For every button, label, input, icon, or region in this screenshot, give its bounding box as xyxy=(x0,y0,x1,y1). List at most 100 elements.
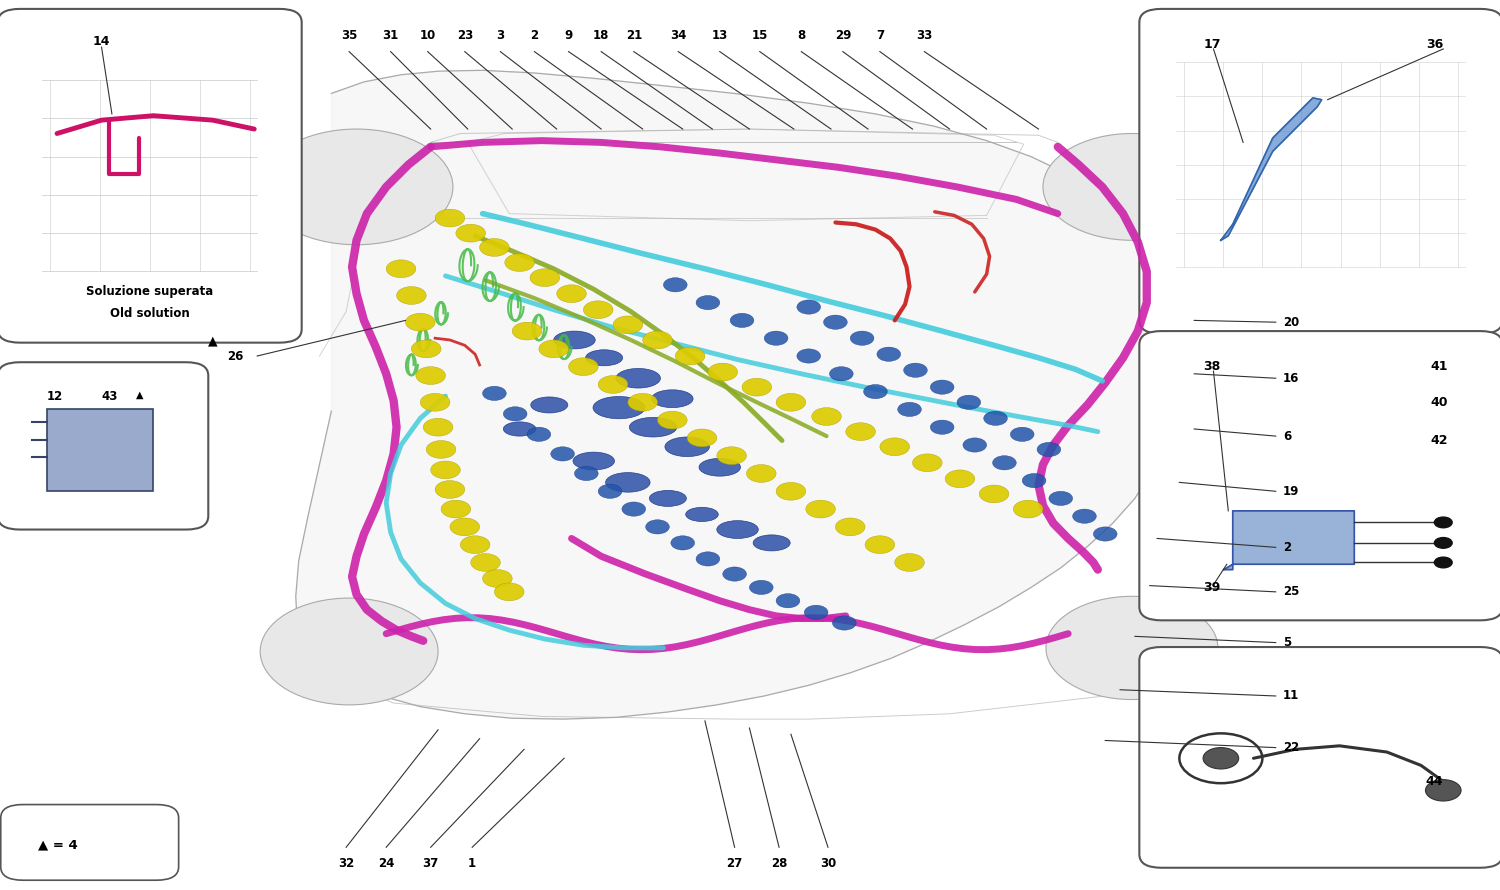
Circle shape xyxy=(897,402,921,417)
Circle shape xyxy=(260,129,453,245)
Text: 37: 37 xyxy=(423,857,439,870)
Circle shape xyxy=(670,536,694,550)
Circle shape xyxy=(411,340,441,358)
Circle shape xyxy=(1048,491,1072,506)
Circle shape xyxy=(824,315,848,329)
Circle shape xyxy=(483,386,507,400)
Circle shape xyxy=(894,554,924,571)
Circle shape xyxy=(1014,500,1042,518)
Circle shape xyxy=(480,239,508,256)
Circle shape xyxy=(806,500,836,518)
Circle shape xyxy=(984,411,1008,425)
Circle shape xyxy=(804,605,828,619)
Ellipse shape xyxy=(554,331,596,349)
Circle shape xyxy=(1046,596,1218,700)
Text: ▲ = 4: ▲ = 4 xyxy=(38,838,78,851)
Text: 33: 33 xyxy=(916,29,933,42)
Circle shape xyxy=(526,427,550,441)
Circle shape xyxy=(730,313,754,328)
Text: 9: 9 xyxy=(564,29,573,42)
FancyBboxPatch shape xyxy=(0,805,178,880)
Text: 12: 12 xyxy=(46,391,63,403)
Text: 36: 36 xyxy=(1426,38,1443,51)
Circle shape xyxy=(1094,527,1118,541)
Circle shape xyxy=(747,465,776,482)
Text: 30: 30 xyxy=(821,857,836,870)
Circle shape xyxy=(405,313,435,331)
Circle shape xyxy=(846,423,876,441)
Circle shape xyxy=(574,466,598,481)
Text: 18: 18 xyxy=(592,29,609,42)
Text: 3: 3 xyxy=(496,29,504,42)
Polygon shape xyxy=(296,70,1179,719)
Ellipse shape xyxy=(717,521,759,538)
Circle shape xyxy=(1434,557,1452,568)
Text: 38: 38 xyxy=(1203,360,1221,373)
Text: 25: 25 xyxy=(1282,586,1299,598)
Circle shape xyxy=(750,580,772,595)
Circle shape xyxy=(903,363,927,377)
Text: ▲: ▲ xyxy=(135,390,142,400)
Circle shape xyxy=(850,331,874,345)
Circle shape xyxy=(708,363,738,381)
Ellipse shape xyxy=(531,397,568,413)
Circle shape xyxy=(864,384,888,399)
Circle shape xyxy=(930,380,954,394)
Circle shape xyxy=(1203,748,1239,769)
Text: 21: 21 xyxy=(626,29,642,42)
Text: 34: 34 xyxy=(670,29,687,42)
Text: 2: 2 xyxy=(531,29,538,42)
Circle shape xyxy=(435,481,465,498)
Circle shape xyxy=(456,224,486,242)
Circle shape xyxy=(836,518,866,536)
Circle shape xyxy=(506,254,534,271)
Circle shape xyxy=(420,393,450,411)
Circle shape xyxy=(1072,509,1096,523)
Circle shape xyxy=(776,594,800,608)
Ellipse shape xyxy=(606,473,650,492)
Circle shape xyxy=(396,287,426,304)
Circle shape xyxy=(426,441,456,458)
Text: 20: 20 xyxy=(1282,316,1299,328)
Circle shape xyxy=(1036,442,1060,457)
Circle shape xyxy=(912,454,942,472)
Polygon shape xyxy=(1221,98,1322,240)
Circle shape xyxy=(538,340,568,358)
FancyBboxPatch shape xyxy=(1140,647,1500,868)
Circle shape xyxy=(550,447,574,461)
Circle shape xyxy=(764,331,788,345)
Circle shape xyxy=(993,456,1017,470)
Circle shape xyxy=(696,295,720,310)
Circle shape xyxy=(880,438,909,456)
Circle shape xyxy=(441,500,471,518)
Circle shape xyxy=(723,567,747,581)
Circle shape xyxy=(675,347,705,365)
Text: 44: 44 xyxy=(1426,775,1443,788)
Circle shape xyxy=(963,438,987,452)
Circle shape xyxy=(435,209,465,227)
Circle shape xyxy=(614,316,642,334)
Circle shape xyxy=(830,367,854,381)
Circle shape xyxy=(1425,780,1461,801)
Circle shape xyxy=(1434,517,1452,528)
Ellipse shape xyxy=(585,350,622,366)
Circle shape xyxy=(796,349,820,363)
Ellipse shape xyxy=(699,458,741,476)
Circle shape xyxy=(495,583,524,601)
Circle shape xyxy=(430,461,460,479)
Text: 16: 16 xyxy=(1282,372,1299,384)
FancyBboxPatch shape xyxy=(1140,9,1500,334)
FancyBboxPatch shape xyxy=(0,362,209,530)
Circle shape xyxy=(1022,473,1046,488)
Text: 11: 11 xyxy=(1282,690,1299,702)
Text: 22: 22 xyxy=(1282,741,1299,754)
Circle shape xyxy=(598,484,622,498)
Circle shape xyxy=(450,518,480,536)
Text: ▲: ▲ xyxy=(209,335,218,347)
Circle shape xyxy=(833,616,856,630)
Text: 42: 42 xyxy=(1430,434,1448,447)
Text: 17: 17 xyxy=(1203,38,1221,51)
Ellipse shape xyxy=(650,490,687,506)
Text: 14: 14 xyxy=(93,36,111,48)
Text: 32: 32 xyxy=(338,857,354,870)
